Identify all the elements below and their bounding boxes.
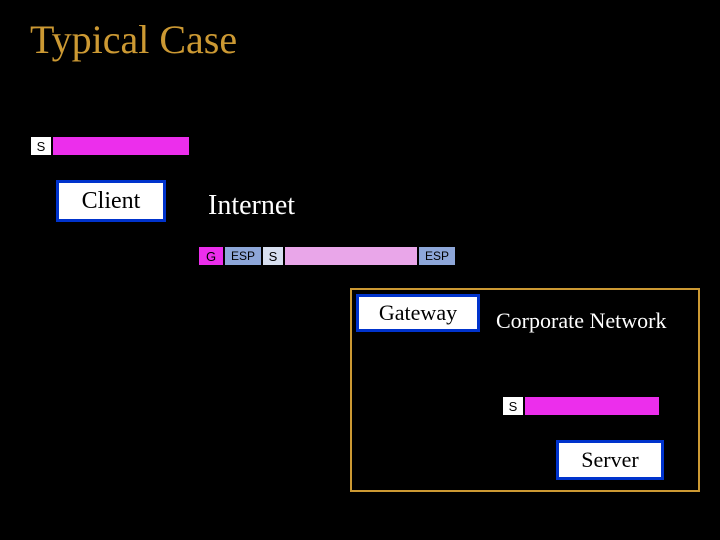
- client-packet-seg-s: S: [30, 136, 52, 156]
- server-packet: S: [502, 396, 660, 416]
- encap-seg-esp2: ESP: [418, 246, 456, 266]
- encap-seg-s: S: [262, 246, 284, 266]
- client-node: Client: [56, 180, 166, 222]
- server-packet-seg-payload: [524, 396, 660, 416]
- client-packet-seg-payload: [52, 136, 190, 156]
- slide-title: Typical Case: [30, 16, 237, 63]
- gateway-node: Gateway: [356, 294, 480, 332]
- server-node: Server: [556, 440, 664, 480]
- encap-seg-g: G: [198, 246, 224, 266]
- encapsulated-packet: G ESP S ESP: [198, 246, 456, 266]
- encap-seg-payload: [284, 246, 418, 266]
- server-node-label: Server: [581, 447, 638, 473]
- encap-seg-esp1: ESP: [224, 246, 262, 266]
- server-packet-seg-s: S: [502, 396, 524, 416]
- corporate-network-label: Corporate Network: [496, 308, 666, 334]
- client-node-label: Client: [82, 188, 141, 215]
- client-packet: S: [30, 136, 190, 156]
- internet-label: Internet: [208, 190, 295, 222]
- gateway-node-label: Gateway: [379, 300, 457, 326]
